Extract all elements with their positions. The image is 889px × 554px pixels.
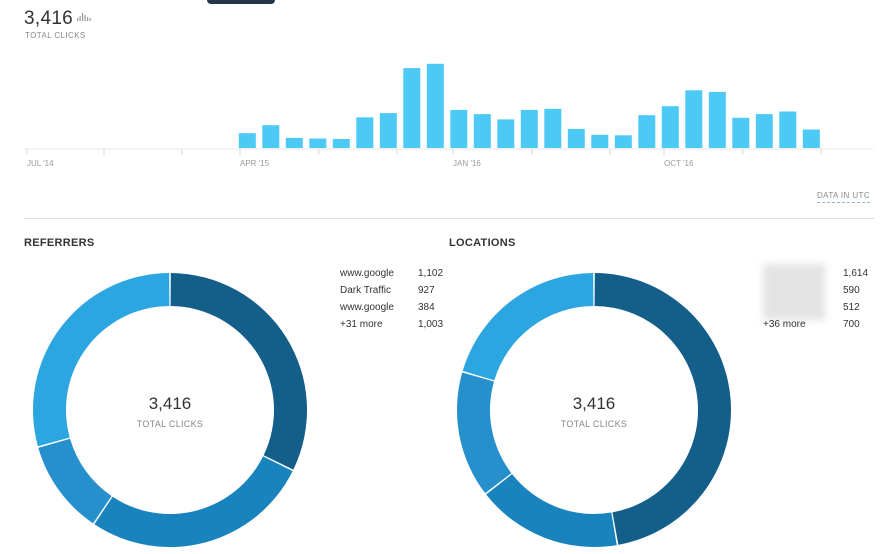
- legend-value: 1,003: [418, 319, 444, 330]
- timeline-bar[interactable]: [403, 68, 421, 148]
- timeline-bar[interactable]: [238, 133, 256, 148]
- legend-label: Dark Traffic: [340, 285, 391, 296]
- data-in-utc-toggle[interactable]: DATA IN UTC: [817, 191, 870, 203]
- timeline-bar[interactable]: [591, 134, 609, 148]
- timeline-bar[interactable]: [356, 117, 374, 148]
- axis-label-jan-16: JAN '16: [453, 159, 481, 168]
- legend-value: 590: [843, 285, 860, 296]
- timeline-bar[interactable]: [520, 109, 538, 148]
- donut-segment[interactable]: [94, 456, 293, 547]
- legend-value: 1,102: [418, 268, 444, 279]
- legend-row[interactable]: 512: [763, 302, 873, 319]
- timeline-bar[interactable]: [473, 114, 491, 148]
- donut-segment[interactable]: [462, 273, 594, 381]
- legend-value: 512: [843, 302, 860, 313]
- referrers-donut-chart: 3,416 TOTAL CLICKS: [30, 270, 310, 550]
- referrers-total-label: TOTAL CLICKS: [136, 419, 204, 429]
- legend-value: 700: [843, 319, 860, 330]
- donut-segment[interactable]: [594, 273, 731, 545]
- timeline-bar[interactable]: [309, 138, 327, 149]
- legend-row[interactable]: 1,614: [763, 268, 873, 285]
- legend-value: 384: [418, 302, 435, 313]
- clicks-timeline-chart: JUL '14 APR '15 JAN '16 OCT '16: [24, 63, 873, 168]
- timeline-bar[interactable]: [708, 91, 726, 148]
- section-divider: [24, 218, 874, 219]
- locations-title: LOCATIONS: [449, 237, 516, 249]
- legend-row[interactable]: 590: [763, 285, 873, 302]
- timeline-bar[interactable]: [544, 108, 562, 148]
- legend-row[interactable]: +36 more 700: [763, 319, 873, 336]
- donut-segment[interactable]: [32, 273, 170, 447]
- axis-label-oct-16: OCT '16: [664, 159, 694, 168]
- total-clicks-summary: 3,416: [24, 8, 91, 30]
- legend-label: +31 more: [340, 319, 383, 330]
- legend-row[interactable]: www.google 384: [340, 302, 450, 319]
- timeline-bar[interactable]: [497, 119, 515, 148]
- donut-segment[interactable]: [457, 372, 512, 494]
- legend-row[interactable]: www.google 1,102: [340, 268, 450, 285]
- timeline-bar[interactable]: [426, 63, 444, 148]
- legend-label: www.google: [340, 302, 394, 313]
- timeline-bar[interactable]: [661, 106, 679, 148]
- timeline-bar[interactable]: [638, 115, 656, 148]
- axis-label-apr-15: APR '15: [240, 159, 270, 168]
- timeline-bar[interactable]: [262, 125, 280, 148]
- timeline-bar[interactable]: [802, 129, 820, 149]
- timeline-bar[interactable]: [779, 111, 797, 149]
- locations-total-label: TOTAL CLICKS: [560, 419, 628, 429]
- timeline-bar[interactable]: [614, 135, 632, 148]
- referrers-total: 3,416: [148, 394, 192, 413]
- referrers-legend: www.google 1,102 Dark Traffic 927 www.go…: [340, 268, 450, 336]
- legend-row[interactable]: +31 more 1,003: [340, 319, 450, 336]
- timeline-bar[interactable]: [685, 90, 703, 148]
- sparkline-icon[interactable]: [77, 8, 91, 26]
- referrers-title: REFERRERS: [24, 237, 95, 249]
- locations-donut-chart: 3,416 TOTAL CLICKS: [454, 270, 734, 550]
- locations-legend: 1,614 590 512 +36 more 700: [763, 264, 873, 336]
- locations-total: 3,416: [572, 394, 616, 413]
- legend-value: 1,614: [843, 268, 869, 279]
- active-tab-indicator: [207, 0, 275, 4]
- total-clicks-value: 3,416: [24, 8, 74, 29]
- donut-segment[interactable]: [38, 438, 112, 524]
- donut-segment[interactable]: [170, 273, 307, 470]
- legend-row[interactable]: Dark Traffic 927: [340, 285, 450, 302]
- legend-label: www.google: [340, 268, 394, 279]
- timeline-bar[interactable]: [567, 128, 585, 148]
- timeline-bar[interactable]: [732, 117, 750, 148]
- timeline-bar[interactable]: [450, 109, 468, 148]
- timeline-bar[interactable]: [379, 113, 397, 148]
- donut-segment[interactable]: [486, 474, 617, 547]
- timeline-bar[interactable]: [755, 114, 773, 148]
- total-clicks-label: TOTAL CLICKS: [25, 31, 86, 40]
- legend-value: 927: [418, 285, 435, 296]
- timeline-bar[interactable]: [285, 137, 303, 148]
- locations-center: 3,416 TOTAL CLICKS: [454, 394, 734, 429]
- axis-label-jul-14: JUL '14: [27, 159, 54, 168]
- timeline-bar[interactable]: [332, 139, 350, 148]
- referrers-center: 3,416 TOTAL CLICKS: [30, 394, 310, 429]
- redacted-location-names: [763, 264, 825, 320]
- legend-label: +36 more: [763, 319, 806, 330]
